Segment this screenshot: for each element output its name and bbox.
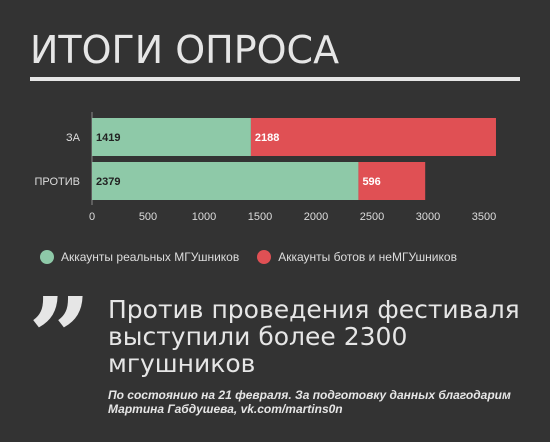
data-label: 2188 <box>255 132 279 144</box>
x-tick-label: 0 <box>89 211 95 223</box>
data-label: 1419 <box>96 132 120 144</box>
quote-mark-icon: ” <box>28 273 92 402</box>
x-tick-label: 1000 <box>192 211 216 223</box>
stacked-bar-chart: ЗА 1419 2188 ПРОТИВ 2379 596 0 500 1000 1500 2000 2… <box>34 112 496 223</box>
x-tick-label: 2500 <box>360 211 384 223</box>
category-label: ЗА <box>66 132 81 144</box>
bar-segment <box>358 162 426 200</box>
bar-segment <box>92 162 359 200</box>
category-label: ПРОТИВ <box>34 176 80 188</box>
legend-item-bots: Аккаунты ботов и неМГУшников <box>257 250 457 264</box>
legend-swatch-bots <box>257 250 272 264</box>
quote-text: Против проведения фестиваля выступили бо… <box>108 295 520 378</box>
x-tick-label: 1500 <box>248 211 272 223</box>
footnote: По состоянию на 21 февраля. За подготовк… <box>108 388 511 416</box>
bar-segment <box>92 118 251 156</box>
data-label: 596 <box>362 176 380 188</box>
bar-segment <box>250 118 496 156</box>
x-tick-label: 500 <box>139 211 157 223</box>
x-tick-label: 3000 <box>416 211 440 223</box>
legend-swatch-real <box>40 250 54 264</box>
data-label: 2379 <box>96 176 120 188</box>
legend-label-bots: Аккаунты ботов и неМГУшников <box>278 250 457 264</box>
chart-legend: Аккаунты реальных МГУшников Аккаунты бот… <box>40 250 475 264</box>
page-title: ИТОГИ ОПРОСА <box>30 28 340 72</box>
title-underline <box>30 77 520 81</box>
legend-label-real: Аккаунты реальных МГУшников <box>61 250 240 264</box>
x-tick-label: 3500 <box>472 211 496 223</box>
legend-item-real: Аккаунты реальных МГУшников <box>40 250 239 264</box>
x-tick-label: 2000 <box>304 211 328 223</box>
